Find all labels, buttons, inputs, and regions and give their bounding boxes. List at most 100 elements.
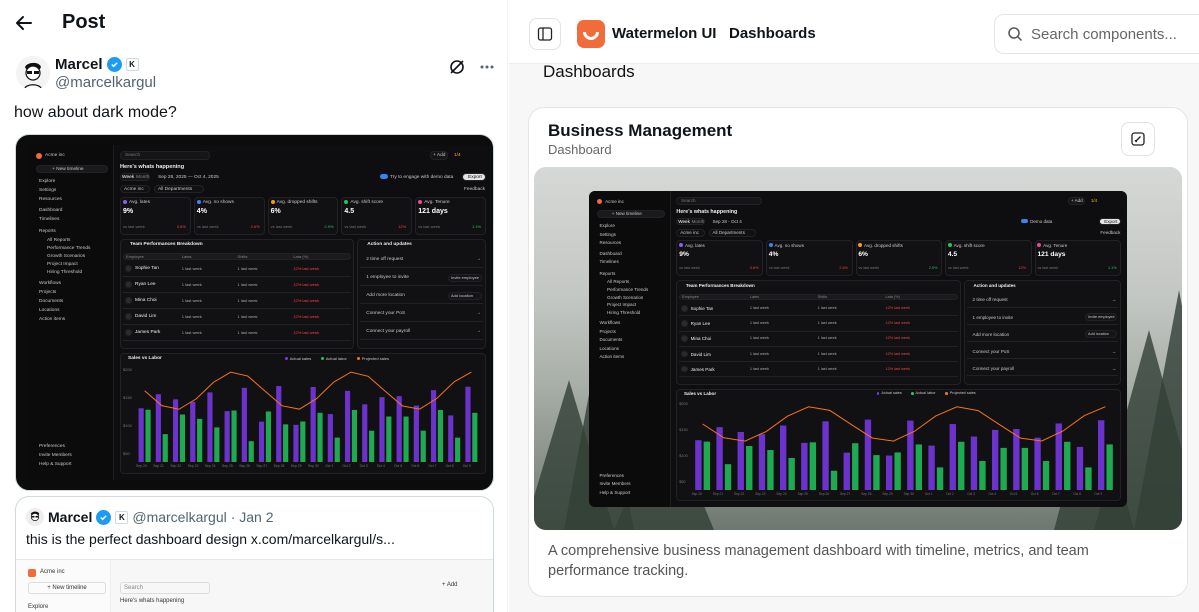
post-text: how about dark mode?	[14, 104, 177, 121]
card-description: A comprehensive business management dash…	[548, 543, 1089, 579]
dash-metric-value: 4.5	[344, 208, 355, 215]
dash-team-cell: 12% last week	[293, 330, 320, 335]
dash-metric-sub: vs last week	[270, 224, 293, 229]
dash-team-cell: 1 last week	[181, 266, 202, 271]
dash-x-tick: Sep 20	[691, 491, 702, 496]
dash-action-item: Connect your payroll	[972, 365, 1015, 371]
dash-team-header	[679, 293, 959, 301]
back-arrow-icon[interactable]	[14, 13, 34, 33]
dash-chart-bar	[448, 415, 454, 462]
dash-chart-bar	[864, 419, 871, 490]
open-editor-button[interactable]	[1121, 122, 1155, 156]
dash-chart-bar	[745, 445, 753, 490]
search-input[interactable]	[1031, 25, 1191, 43]
dash-action-arrow-icon: →	[1111, 297, 1117, 303]
author-handle[interactable]: @marcelkargul	[55, 74, 157, 91]
dash-metric-delta: 2.9%	[324, 224, 334, 229]
dash-metric-value: 4%	[196, 208, 207, 215]
post-media[interactable]: Acme inc + New timeline Explore Settings Res…	[15, 134, 494, 491]
dash-action-button	[448, 291, 482, 300]
quote-mini-logo-icon	[28, 569, 36, 577]
dash-team-name: James Park	[690, 366, 715, 372]
dash-action-button	[1085, 330, 1118, 338]
dash-chart-bar	[344, 390, 351, 462]
dash-chart-bar	[894, 452, 901, 490]
dash-page-count: 1/4	[454, 152, 461, 158]
dash-chart-bar	[788, 457, 795, 490]
dash-metric-value: 6%	[858, 250, 868, 258]
dash-metric-card	[676, 240, 764, 277]
dash-nav-item: Resources	[599, 240, 622, 246]
dash-x-tick: Oct 6	[1030, 491, 1039, 496]
dash-y-tick: $150	[123, 394, 132, 400]
dash-action-divider	[360, 267, 483, 268]
component-card[interactable]: Business Management Dashboard Acme inc + …	[528, 107, 1188, 597]
dash-x-tick: Sep 24	[204, 464, 216, 468]
dash-chart-bar	[265, 411, 272, 462]
card-preview-image[interactable]: Acme inc + New timeline Explore Settings Res…	[534, 167, 1182, 530]
dash-chart-bar	[430, 390, 437, 462]
dash-x-tick: Sep 27	[840, 491, 851, 496]
dash-metric-card	[1034, 240, 1122, 277]
dash-metric-sub: vs last week	[344, 224, 367, 229]
avatar[interactable]	[16, 56, 50, 90]
dash-chart-bar	[766, 449, 774, 490]
dash-action-divider	[360, 285, 483, 286]
dash-legend-label: Actual labor	[915, 391, 936, 396]
dash-chart-bar	[885, 455, 892, 490]
dash-chart-bar	[724, 464, 731, 490]
breadcrumb[interactable]: Dashboards	[543, 62, 635, 81]
dash-metric-delta: 2.6%	[250, 224, 260, 229]
dash-nav-item: Reports	[39, 229, 56, 234]
dash-tabs	[676, 217, 705, 226]
dash-x-tick: Oct 4	[376, 464, 385, 468]
dash-action-button-label: Add location	[451, 293, 474, 298]
dash-nav-item: Locations	[39, 308, 60, 313]
author-name[interactable]: Marcel K	[55, 56, 139, 73]
dash-x-tick: Sep 21	[712, 491, 723, 496]
dash-team-name: Mina Choi	[135, 298, 157, 303]
dash-feedback: Feedback	[1100, 230, 1121, 236]
dash-tab-month: Month	[691, 219, 705, 225]
dash-filter-org-label: Acme inc	[680, 230, 699, 236]
sidebar-toggle-button[interactable]	[529, 18, 561, 50]
brand-name[interactable]: Watermelon UI	[612, 25, 717, 42]
dash-chart-bar	[207, 392, 213, 462]
dash-metric-label: Avg. lates	[684, 243, 705, 249]
dash-action-item: Connect your PoS	[972, 348, 1010, 354]
dash-x-tick: Sep 29	[290, 464, 302, 468]
dash-team-cell: 1 last week	[181, 298, 202, 303]
grok-icon[interactable]	[448, 58, 466, 81]
dash-metric-icon	[344, 200, 349, 204]
dash-tab-week: Week	[678, 219, 690, 225]
search-box[interactable]	[994, 14, 1199, 54]
dash-team-cell: 1 last week	[749, 366, 769, 371]
dash-legend-label: Actual sales	[289, 356, 312, 361]
watermelon-logo-icon[interactable]	[577, 20, 605, 48]
nav-dashboards[interactable]: Dashboards	[729, 25, 816, 42]
dashboard-mock: Acme inc + New timeline Explore Settings Res…	[589, 191, 1127, 507]
quote-text: this is the perfect dashboard design x.c…	[26, 531, 395, 547]
dash-chart-bar	[927, 445, 935, 490]
dash-team-cell: 1 last week	[237, 266, 258, 271]
dash-chart-bar	[396, 396, 402, 462]
dash-nav-item: Growth Scenarios	[607, 294, 644, 300]
dash-chart-bar	[1097, 420, 1104, 490]
quoted-post[interactable]: Marcel K @marcelkargul · Jan 2 this is t…	[15, 496, 494, 612]
dash-nav-item: Project Impact	[47, 262, 78, 267]
dash-team-cell: 1 last week	[749, 321, 769, 326]
dash-metric-value: 121 days	[418, 208, 448, 215]
dash-nav-bottom-item: Invite Members	[599, 481, 631, 487]
dash-chart-bar	[843, 452, 850, 490]
dash-chart-bar	[1076, 446, 1083, 490]
dash-team-avatar	[125, 297, 132, 304]
dash-x-tick: Sep 27	[256, 464, 268, 468]
dash-add-button	[430, 151, 448, 160]
dash-metric-delta: 1.1%	[1108, 266, 1117, 271]
dash-metric-delta: 12%	[1018, 266, 1027, 271]
dash-projected-line	[701, 406, 1106, 442]
dash-action-divider	[966, 341, 1119, 342]
card-title[interactable]: Business Management	[548, 121, 733, 140]
more-options-icon[interactable]	[478, 58, 496, 81]
